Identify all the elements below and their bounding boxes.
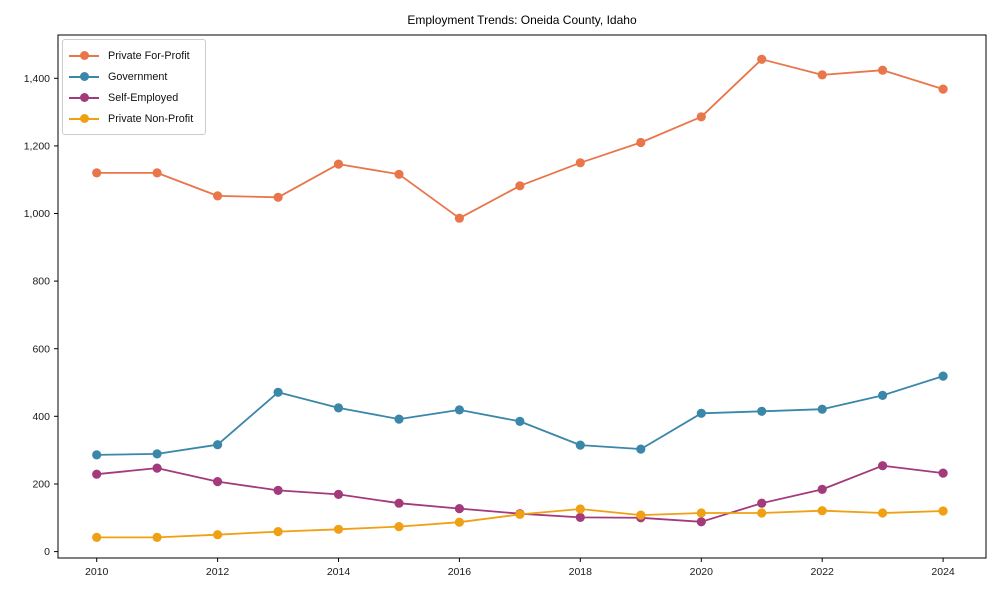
x-tick-label: 2016 bbox=[448, 566, 472, 578]
data-point bbox=[757, 406, 767, 416]
data-point bbox=[938, 371, 948, 381]
y-tick-label: 200 bbox=[32, 479, 50, 491]
data-point bbox=[757, 54, 767, 64]
data-point bbox=[92, 469, 102, 479]
x-tick-label: 2022 bbox=[811, 566, 835, 578]
data-point bbox=[878, 65, 888, 75]
data-point bbox=[817, 70, 827, 80]
legend-label: Private For-Profit bbox=[108, 49, 190, 62]
line-marker-icon bbox=[69, 51, 99, 61]
y-tick-label: 600 bbox=[32, 343, 50, 355]
data-point bbox=[152, 532, 162, 543]
data-point bbox=[273, 387, 283, 397]
data-point bbox=[878, 508, 888, 518]
x-tick-label: 2010 bbox=[85, 566, 109, 578]
data-point bbox=[757, 498, 767, 508]
data-point bbox=[394, 414, 404, 424]
legend-item-private-non-profit: Private Non-Profit bbox=[69, 108, 193, 129]
data-point bbox=[575, 440, 585, 450]
data-point bbox=[333, 403, 344, 413]
data-point bbox=[394, 522, 404, 532]
data-point bbox=[454, 405, 464, 415]
x-tick-label: 2012 bbox=[206, 566, 230, 578]
data-point bbox=[636, 444, 646, 454]
data-point bbox=[817, 404, 827, 414]
plot-frame bbox=[57, 34, 987, 559]
data-point bbox=[515, 181, 525, 191]
data-point bbox=[213, 530, 223, 540]
data-point bbox=[878, 461, 888, 471]
data-point bbox=[696, 408, 706, 418]
data-point bbox=[878, 390, 888, 400]
data-point bbox=[817, 484, 827, 494]
data-point bbox=[333, 489, 344, 499]
legend-label: Private Non-Profit bbox=[108, 112, 194, 125]
data-point bbox=[394, 169, 404, 179]
line-marker-icon bbox=[69, 114, 99, 124]
data-point bbox=[515, 509, 525, 519]
data-point bbox=[575, 504, 585, 514]
data-point bbox=[454, 517, 464, 527]
series-line bbox=[95, 58, 944, 220]
legend-item-self-employed: Self-Employed bbox=[69, 87, 193, 108]
data-point bbox=[757, 508, 767, 518]
data-point bbox=[696, 508, 706, 518]
series-line bbox=[95, 375, 944, 456]
data-point bbox=[938, 84, 948, 94]
data-point bbox=[817, 506, 827, 516]
data-point bbox=[273, 527, 283, 537]
data-point bbox=[696, 517, 706, 527]
data-point bbox=[213, 477, 223, 487]
chart-title: Employment Trends: Oneida County, Idaho bbox=[407, 13, 637, 27]
data-point bbox=[454, 213, 464, 223]
y-tick-label: 1,200 bbox=[24, 141, 50, 153]
data-point bbox=[636, 137, 646, 148]
legend-label: Self-Employed bbox=[108, 91, 179, 104]
data-point bbox=[938, 468, 948, 478]
x-tick-label: 2024 bbox=[931, 566, 955, 578]
y-tick-label: 400 bbox=[32, 411, 50, 423]
data-point bbox=[92, 168, 102, 178]
legend: Private For-Profit Government Self-Emplo… bbox=[62, 39, 207, 135]
y-tick-label: 1,000 bbox=[24, 208, 50, 220]
data-point bbox=[636, 510, 646, 520]
series-private-non-profit bbox=[92, 504, 948, 543]
line-marker-icon bbox=[69, 72, 99, 82]
data-point bbox=[938, 506, 948, 516]
series-private-for-profit bbox=[92, 54, 948, 223]
series-government bbox=[92, 371, 948, 460]
x-tick-label: 2018 bbox=[569, 566, 593, 578]
data-point bbox=[696, 112, 706, 122]
data-point bbox=[152, 168, 162, 178]
x-tick-label: 2020 bbox=[690, 566, 714, 578]
data-point bbox=[333, 524, 344, 534]
data-point bbox=[454, 504, 464, 514]
data-point bbox=[515, 416, 525, 426]
line-marker-icon bbox=[69, 93, 99, 103]
data-point bbox=[152, 449, 162, 459]
legend-item-government: Government bbox=[69, 66, 193, 87]
data-point bbox=[575, 158, 585, 168]
data-point bbox=[333, 159, 344, 169]
data-point bbox=[213, 191, 223, 201]
data-point bbox=[152, 463, 162, 473]
y-tick-label: 1,400 bbox=[24, 73, 50, 85]
legend-label: Government bbox=[108, 70, 168, 83]
data-point bbox=[575, 512, 585, 523]
data-point bbox=[92, 450, 102, 460]
data-point bbox=[273, 485, 283, 495]
legend-item-private-for-profit: Private For-Profit bbox=[69, 45, 193, 66]
y-tick-label: 0 bbox=[44, 546, 50, 558]
data-point bbox=[273, 192, 283, 202]
data-point bbox=[92, 532, 102, 543]
y-tick-label: 800 bbox=[32, 276, 50, 288]
x-tick-label: 2014 bbox=[327, 566, 351, 578]
data-point bbox=[213, 440, 223, 450]
data-point bbox=[394, 498, 404, 508]
